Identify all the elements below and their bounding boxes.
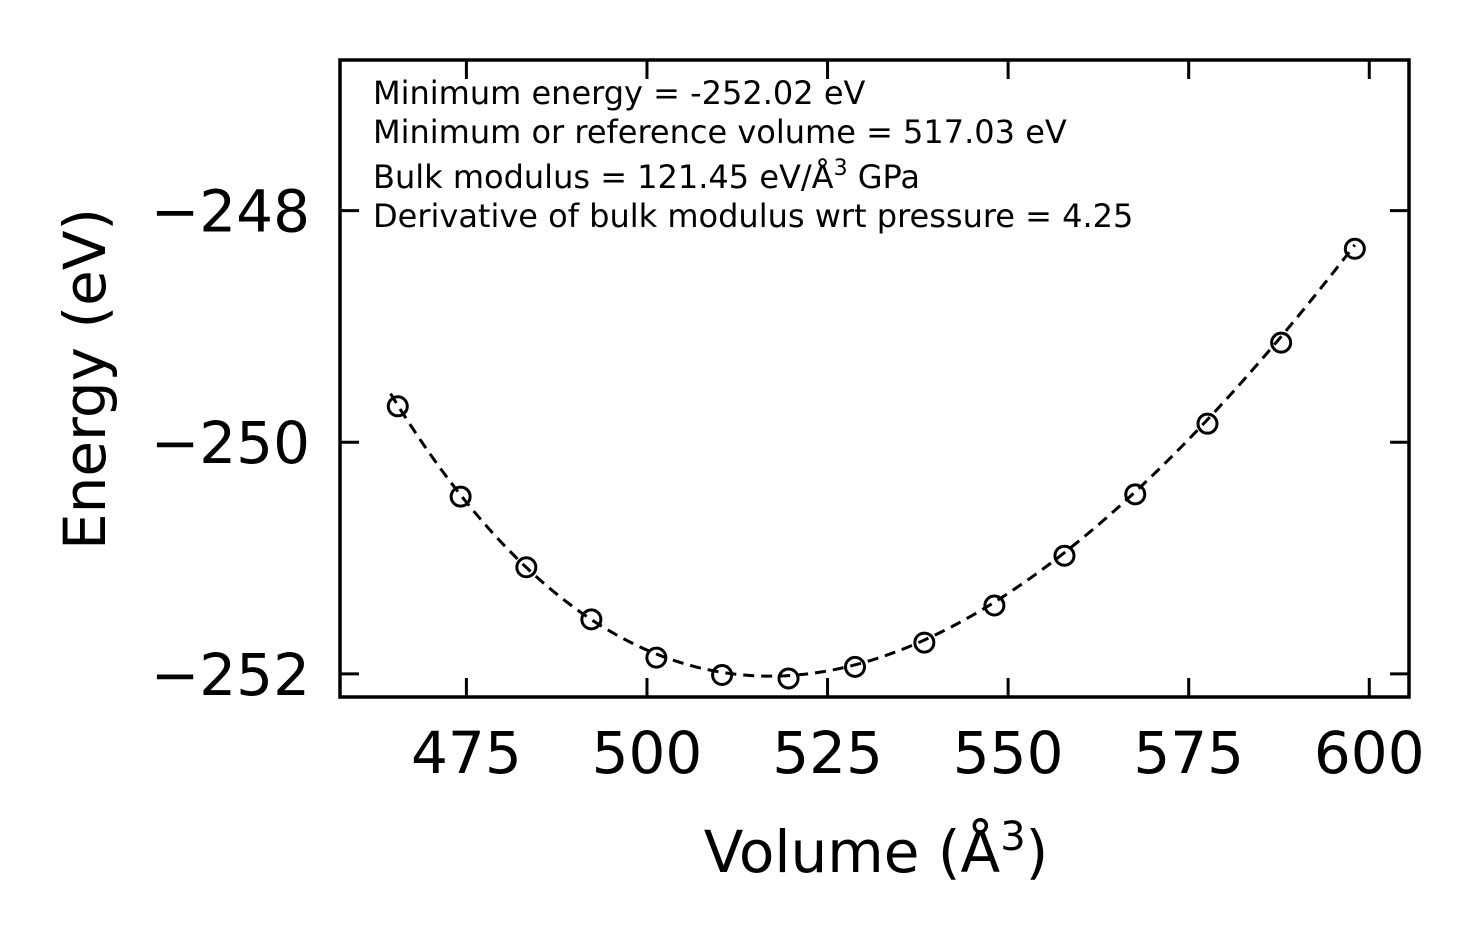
x-axis-label: Volume (Å3)	[704, 814, 1049, 886]
y-axis-label: Energy (eV)	[51, 208, 119, 550]
annotation-bulk-derivative: Derivative of bulk modulus wrt pressure …	[373, 197, 1133, 235]
data-point	[983, 594, 1006, 617]
x-axis-label-main: Volume (Å	[704, 817, 1001, 886]
data-point	[777, 667, 800, 690]
data-point	[1343, 237, 1366, 260]
data-points-group	[386, 237, 1366, 690]
y-tick-label: −248	[151, 178, 310, 246]
fit-curve	[389, 243, 1357, 678]
data-point	[1053, 544, 1076, 567]
x-tick-label: 575	[1133, 719, 1244, 787]
x-tick-label: 550	[953, 719, 1064, 787]
x-tick-label: 525	[772, 719, 883, 787]
plot-frame	[338, 58, 1411, 699]
data-point	[1124, 483, 1147, 506]
annotation-bulk-modulus-main: Bulk modulus = 121.45 eV/Å	[373, 158, 834, 196]
data-point	[580, 608, 603, 631]
data-point	[515, 556, 538, 579]
y-tick-label: −250	[151, 409, 310, 477]
data-point	[711, 663, 734, 686]
annotation-min-volume: Minimum or reference volume = 517.03 eV	[373, 113, 1067, 151]
annotation-min-energy: Minimum energy = -252.02 eV	[373, 74, 866, 112]
annotation-block: Minimum energy = -252.02 eV Minimum or r…	[373, 74, 1133, 235]
x-tick-label: 500	[592, 719, 703, 787]
data-point	[913, 631, 936, 654]
axis-ticks: 475 500 525 550 575 600 −248 −250 −252	[151, 60, 1425, 787]
data-point	[386, 395, 409, 418]
data-point	[843, 655, 866, 678]
annotation-bulk-modulus-sup: 3	[834, 156, 848, 181]
y-tick-label: −252	[151, 641, 310, 709]
x-axis-label-close: )	[1026, 818, 1049, 886]
x-tick-label: 600	[1314, 719, 1425, 787]
data-point	[1196, 412, 1219, 435]
x-axis-label-sup: 3	[1000, 814, 1025, 860]
annotation-bulk-modulus-unit: GPa	[848, 158, 920, 196]
annotation-bulk-modulus: Bulk modulus = 121.45 eV/Å3 GPa	[373, 156, 920, 196]
data-point	[645, 646, 668, 669]
data-point	[1270, 331, 1293, 354]
fit-curve-group	[389, 243, 1357, 678]
data-point	[449, 485, 472, 508]
x-tick-label: 475	[411, 719, 522, 787]
